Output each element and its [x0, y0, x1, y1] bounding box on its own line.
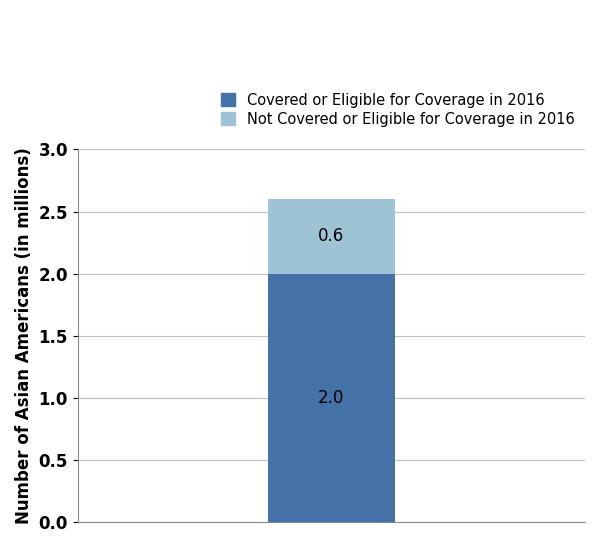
Text: 0.6: 0.6: [318, 227, 344, 246]
Bar: [268, 199, 395, 273]
Text: 2.0: 2.0: [318, 389, 344, 407]
Bar: [268, 273, 395, 522]
Y-axis label: Number of Asian Americans (in millions): Number of Asian Americans (in millions): [15, 147, 33, 524]
Legend: Covered or Eligible for Coverage in 2016, Not Covered or Eligible for Coverage i: Covered or Eligible for Coverage in 2016…: [218, 90, 578, 130]
